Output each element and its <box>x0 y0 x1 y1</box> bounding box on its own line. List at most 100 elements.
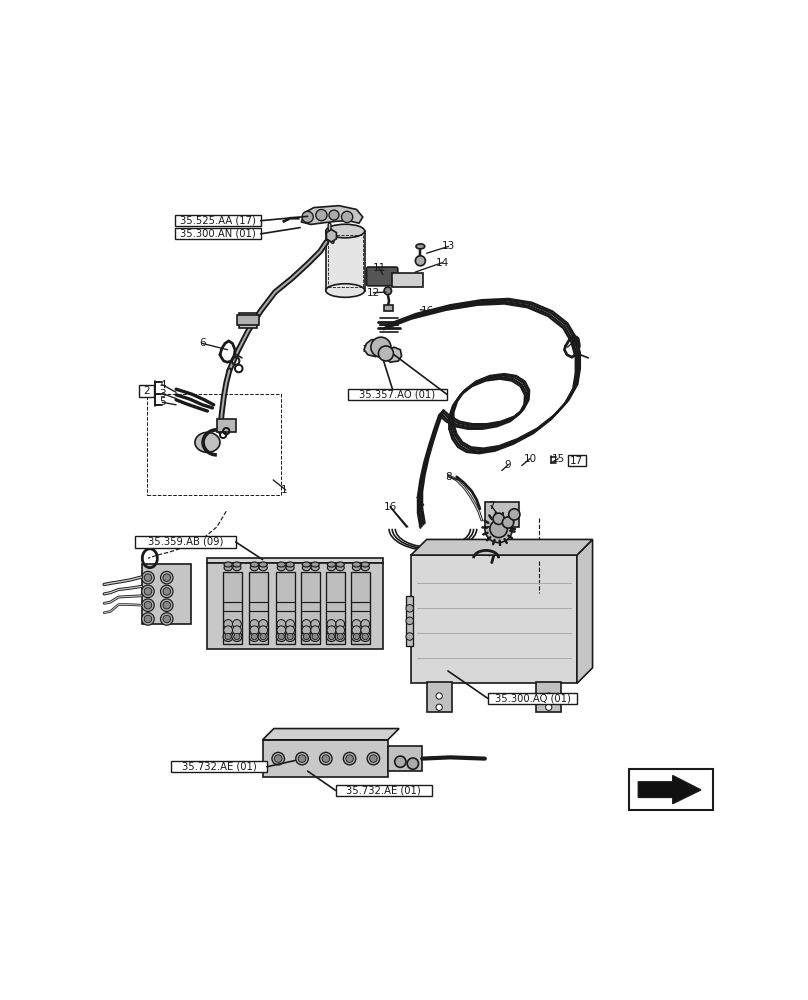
FancyBboxPatch shape <box>336 785 431 796</box>
FancyBboxPatch shape <box>351 572 370 644</box>
FancyBboxPatch shape <box>263 740 388 777</box>
Circle shape <box>406 605 414 612</box>
Bar <box>237 315 259 325</box>
FancyBboxPatch shape <box>392 273 423 287</box>
Circle shape <box>545 693 552 699</box>
Circle shape <box>141 599 154 611</box>
Circle shape <box>360 631 370 642</box>
Circle shape <box>352 626 361 635</box>
Text: 12: 12 <box>367 288 380 298</box>
Circle shape <box>224 620 233 628</box>
Ellipse shape <box>416 244 425 249</box>
Circle shape <box>407 758 419 769</box>
Circle shape <box>276 631 286 642</box>
Circle shape <box>233 626 242 635</box>
Circle shape <box>225 633 231 640</box>
Ellipse shape <box>233 562 241 567</box>
Circle shape <box>277 620 286 628</box>
Circle shape <box>406 617 414 625</box>
Circle shape <box>250 631 259 642</box>
Text: 1: 1 <box>281 485 288 495</box>
Circle shape <box>301 631 311 642</box>
Circle shape <box>296 752 309 765</box>
Text: 35.359.AB (09): 35.359.AB (09) <box>148 537 223 547</box>
Text: 6: 6 <box>199 338 206 348</box>
Circle shape <box>302 211 314 223</box>
Ellipse shape <box>259 562 267 567</box>
Ellipse shape <box>277 564 285 571</box>
FancyBboxPatch shape <box>136 536 236 548</box>
Text: 35.732.AE (01): 35.732.AE (01) <box>347 786 421 796</box>
Circle shape <box>415 256 425 266</box>
Circle shape <box>384 287 392 295</box>
Circle shape <box>329 210 339 220</box>
Circle shape <box>337 633 343 640</box>
Text: 9: 9 <box>505 460 511 470</box>
Ellipse shape <box>311 564 319 571</box>
Polygon shape <box>208 563 383 649</box>
Circle shape <box>490 520 507 538</box>
Circle shape <box>161 613 173 625</box>
Polygon shape <box>411 555 577 683</box>
Circle shape <box>302 620 311 628</box>
Text: 4: 4 <box>159 380 166 390</box>
FancyBboxPatch shape <box>326 572 345 644</box>
Circle shape <box>163 588 170 595</box>
Text: 3: 3 <box>159 389 166 399</box>
Text: 13: 13 <box>442 241 455 251</box>
Text: 6: 6 <box>571 336 578 346</box>
Circle shape <box>322 755 330 762</box>
Circle shape <box>335 631 345 642</box>
Circle shape <box>328 633 335 640</box>
Circle shape <box>346 755 353 762</box>
Ellipse shape <box>327 564 335 571</box>
Circle shape <box>272 752 284 765</box>
Circle shape <box>311 620 319 628</box>
Text: 35.525.AA (17): 35.525.AA (17) <box>180 216 255 226</box>
Polygon shape <box>326 229 336 242</box>
Circle shape <box>352 620 361 628</box>
FancyBboxPatch shape <box>427 682 452 712</box>
Circle shape <box>259 631 268 642</box>
Polygon shape <box>301 206 363 224</box>
Ellipse shape <box>286 564 294 571</box>
Circle shape <box>251 633 258 640</box>
FancyBboxPatch shape <box>139 385 154 397</box>
Polygon shape <box>208 558 383 563</box>
Circle shape <box>361 626 369 635</box>
Circle shape <box>233 620 242 628</box>
Circle shape <box>250 620 259 628</box>
Circle shape <box>406 633 414 640</box>
Circle shape <box>234 633 240 640</box>
Circle shape <box>509 509 520 520</box>
Circle shape <box>436 704 442 710</box>
Ellipse shape <box>336 562 344 567</box>
Ellipse shape <box>286 562 294 567</box>
FancyBboxPatch shape <box>250 572 268 644</box>
Circle shape <box>367 752 380 765</box>
Circle shape <box>485 515 512 543</box>
Ellipse shape <box>250 562 259 567</box>
Circle shape <box>260 633 267 640</box>
Polygon shape <box>577 539 592 683</box>
Circle shape <box>144 588 152 595</box>
FancyBboxPatch shape <box>301 572 320 644</box>
Ellipse shape <box>361 564 369 571</box>
Circle shape <box>493 513 504 524</box>
Ellipse shape <box>277 562 285 567</box>
Circle shape <box>336 620 344 628</box>
Text: 16: 16 <box>421 306 435 316</box>
Circle shape <box>286 620 294 628</box>
Circle shape <box>141 585 154 598</box>
Circle shape <box>163 574 170 581</box>
Circle shape <box>161 599 173 611</box>
Circle shape <box>319 752 332 765</box>
Circle shape <box>311 626 319 635</box>
FancyBboxPatch shape <box>488 693 577 704</box>
Ellipse shape <box>336 564 344 571</box>
Circle shape <box>545 704 552 710</box>
Circle shape <box>141 613 154 625</box>
Ellipse shape <box>224 562 232 567</box>
Circle shape <box>310 631 320 642</box>
FancyBboxPatch shape <box>485 502 519 527</box>
